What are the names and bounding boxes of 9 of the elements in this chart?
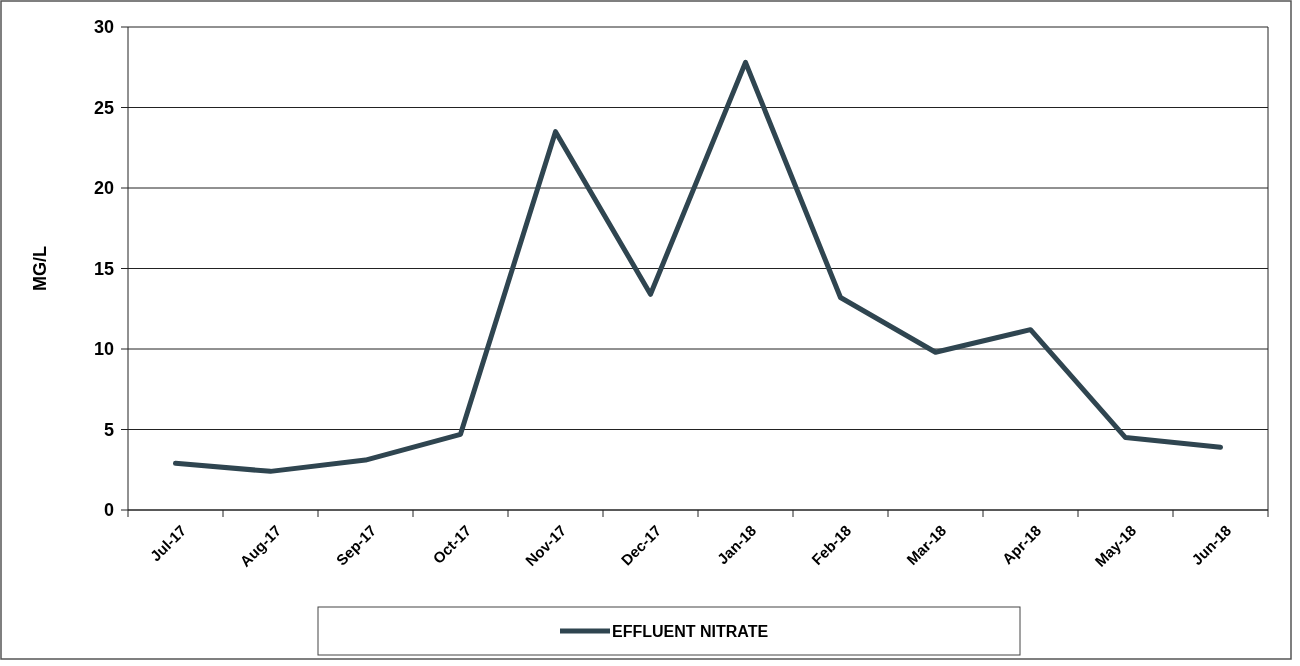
y-tick-label: 15 xyxy=(93,258,114,279)
legend-label: EFFLUENT NITRATE xyxy=(612,622,769,640)
y-tick-label: 10 xyxy=(93,339,114,360)
y-axis-title: MG/L xyxy=(30,246,50,291)
y-tick-label: 5 xyxy=(103,419,114,440)
y-tick-label: 25 xyxy=(93,97,114,118)
y-tick-label: 0 xyxy=(103,500,114,521)
y-tick-label: 30 xyxy=(93,17,114,38)
y-tick-label: 20 xyxy=(93,178,114,199)
